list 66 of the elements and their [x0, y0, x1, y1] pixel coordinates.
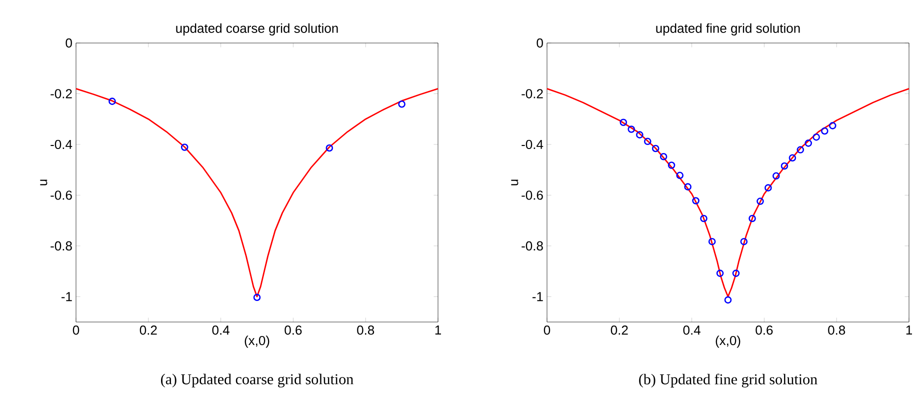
point — [636, 131, 644, 138]
y-tick-label: -0.2 — [50, 89, 72, 98]
x-tick-label: 1 — [435, 326, 441, 334]
point — [108, 98, 116, 105]
point — [772, 172, 780, 180]
y-axis-title: u — [40, 180, 48, 186]
point — [676, 172, 684, 180]
y-tick-label: -1 — [61, 292, 72, 302]
point — [668, 162, 676, 169]
point — [724, 296, 732, 304]
point — [732, 270, 740, 277]
point — [804, 140, 812, 147]
point — [644, 138, 652, 146]
line-series — [75, 88, 439, 298]
point — [821, 127, 828, 135]
x-tick-label: 0.6 — [284, 326, 302, 335]
y-tick-label: -0.6 — [50, 190, 72, 200]
x-tick-label: 0.2 — [140, 326, 157, 335]
y-tick-label: -0.6 — [522, 190, 543, 200]
point — [326, 144, 334, 152]
x-tick-label: 0.8 — [828, 326, 846, 335]
text: (b) Updated fine grid solution — [639, 374, 818, 388]
x-axis-title: (x,0) — [244, 336, 270, 348]
point — [828, 122, 836, 130]
point — [620, 118, 628, 126]
point — [740, 238, 748, 246]
y-tick-label: -0.2 — [522, 89, 543, 98]
point — [628, 126, 635, 133]
point — [780, 162, 788, 170]
y-tick-label: -0.4 — [50, 140, 72, 150]
point — [788, 154, 796, 162]
y-axis-title: u — [511, 180, 518, 186]
x-tick-label: 0.4 — [683, 326, 700, 335]
y-tick-label: -0.8 — [50, 241, 72, 251]
text: (a) Updated coarse grid solution — [161, 374, 354, 388]
point — [708, 238, 716, 246]
y-tick-label: -0.4 — [522, 140, 544, 150]
x-tick-label: 0.8 — [357, 326, 374, 335]
x-axis-title: (x,0) — [716, 336, 740, 348]
x-tick-label: 0.2 — [610, 326, 628, 335]
x-tick-label: 0 — [72, 326, 80, 335]
point — [812, 133, 820, 141]
point — [796, 146, 804, 154]
point — [716, 270, 724, 277]
point — [180, 144, 188, 151]
point — [756, 198, 764, 205]
chart-title: updated fine grid solution — [656, 23, 800, 36]
point — [764, 184, 772, 192]
y-tick-label: 0 — [536, 38, 543, 48]
y-tick-label: -0.8 — [522, 241, 543, 251]
point — [652, 144, 660, 152]
point — [700, 214, 708, 222]
x-tick-label: 0.6 — [756, 326, 773, 335]
y-tick-label: 0 — [66, 38, 72, 48]
point — [684, 183, 692, 190]
point — [398, 100, 406, 108]
chart-title: updated coarse grid solution — [176, 23, 338, 36]
y-tick-label: -1 — [532, 292, 543, 302]
x-tick-label: 0 — [544, 326, 550, 335]
x-tick-label: 1 — [906, 326, 912, 334]
point — [660, 152, 668, 160]
point — [692, 197, 700, 204]
point — [253, 294, 261, 302]
point — [748, 214, 756, 222]
line-series — [546, 88, 910, 298]
x-tick-label: 0.4 — [212, 326, 230, 335]
